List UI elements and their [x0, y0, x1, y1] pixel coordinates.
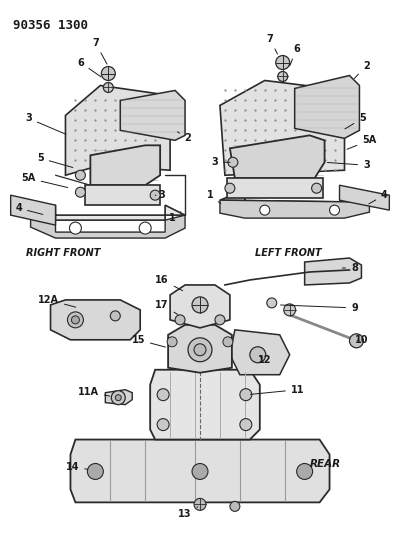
Circle shape — [240, 389, 252, 401]
Text: 2: 2 — [178, 132, 192, 143]
Circle shape — [297, 464, 313, 480]
Circle shape — [192, 297, 208, 313]
Text: 17: 17 — [155, 300, 178, 314]
Polygon shape — [170, 285, 230, 328]
Circle shape — [225, 183, 235, 193]
Circle shape — [284, 304, 296, 316]
Circle shape — [70, 222, 82, 234]
Text: 5A: 5A — [22, 173, 68, 188]
Polygon shape — [230, 330, 290, 375]
Text: 7: 7 — [266, 34, 278, 54]
Text: 5: 5 — [37, 154, 73, 167]
Text: 3: 3 — [25, 114, 66, 134]
Polygon shape — [90, 146, 160, 185]
Text: 3: 3 — [155, 190, 166, 200]
Circle shape — [230, 502, 240, 511]
Text: 13: 13 — [178, 507, 198, 519]
Text: 11: 11 — [250, 385, 304, 394]
Text: 6: 6 — [77, 58, 101, 77]
Polygon shape — [30, 205, 185, 220]
Text: 15: 15 — [132, 335, 166, 347]
Circle shape — [76, 187, 85, 197]
Text: 10: 10 — [355, 335, 368, 345]
Circle shape — [111, 391, 125, 405]
Circle shape — [330, 205, 340, 215]
Circle shape — [350, 334, 364, 348]
Text: 8: 8 — [342, 263, 358, 273]
Text: 4: 4 — [369, 190, 388, 204]
Polygon shape — [168, 325, 232, 373]
Text: 7: 7 — [92, 38, 107, 64]
Circle shape — [194, 498, 206, 511]
Polygon shape — [11, 195, 56, 225]
Circle shape — [228, 157, 238, 167]
Circle shape — [278, 71, 288, 82]
Polygon shape — [120, 91, 185, 140]
Polygon shape — [66, 85, 170, 175]
Text: 12A: 12A — [38, 295, 76, 307]
Polygon shape — [220, 190, 370, 205]
Polygon shape — [340, 185, 389, 210]
Circle shape — [312, 183, 322, 193]
Circle shape — [115, 394, 121, 401]
Text: 12: 12 — [258, 355, 272, 365]
Circle shape — [240, 418, 252, 431]
Circle shape — [76, 170, 85, 180]
Text: LEFT FRONT: LEFT FRONT — [255, 248, 322, 258]
Text: 90356 1300: 90356 1300 — [13, 19, 88, 31]
Circle shape — [157, 418, 169, 431]
Text: 5: 5 — [345, 114, 366, 129]
Circle shape — [175, 315, 185, 325]
Circle shape — [110, 311, 120, 321]
Circle shape — [276, 55, 290, 69]
Polygon shape — [70, 440, 330, 503]
Circle shape — [101, 67, 115, 80]
Circle shape — [250, 347, 266, 363]
Circle shape — [260, 205, 270, 215]
Text: 1: 1 — [206, 190, 221, 204]
Polygon shape — [295, 76, 360, 139]
Circle shape — [87, 464, 103, 480]
Polygon shape — [227, 178, 322, 198]
Text: RIGHT FRONT: RIGHT FRONT — [26, 248, 100, 258]
Polygon shape — [105, 390, 132, 405]
Circle shape — [103, 83, 113, 92]
Text: 6: 6 — [290, 44, 300, 66]
Polygon shape — [305, 258, 362, 285]
Text: 9: 9 — [280, 303, 358, 313]
Text: 2: 2 — [354, 61, 370, 78]
Polygon shape — [220, 80, 344, 175]
Circle shape — [215, 315, 225, 325]
Circle shape — [150, 190, 160, 200]
Circle shape — [72, 316, 80, 324]
Text: 11A: 11A — [78, 386, 110, 397]
Polygon shape — [220, 200, 370, 218]
Polygon shape — [150, 370, 260, 440]
Text: 4: 4 — [15, 203, 43, 214]
Polygon shape — [230, 135, 324, 178]
Polygon shape — [30, 215, 185, 238]
Circle shape — [68, 312, 84, 328]
Polygon shape — [50, 300, 140, 340]
Text: 3: 3 — [327, 160, 370, 170]
Circle shape — [167, 337, 177, 347]
Text: REAR: REAR — [310, 459, 341, 470]
Text: 14: 14 — [66, 463, 88, 472]
Circle shape — [188, 338, 212, 362]
Text: 1: 1 — [169, 212, 181, 223]
Circle shape — [194, 344, 206, 356]
Text: 3: 3 — [212, 157, 230, 167]
Circle shape — [267, 298, 277, 308]
Circle shape — [192, 464, 208, 480]
Circle shape — [223, 337, 233, 347]
Circle shape — [139, 222, 151, 234]
Polygon shape — [85, 185, 160, 205]
Circle shape — [157, 389, 169, 401]
Text: 16: 16 — [155, 275, 182, 290]
Text: 5A: 5A — [347, 135, 376, 149]
